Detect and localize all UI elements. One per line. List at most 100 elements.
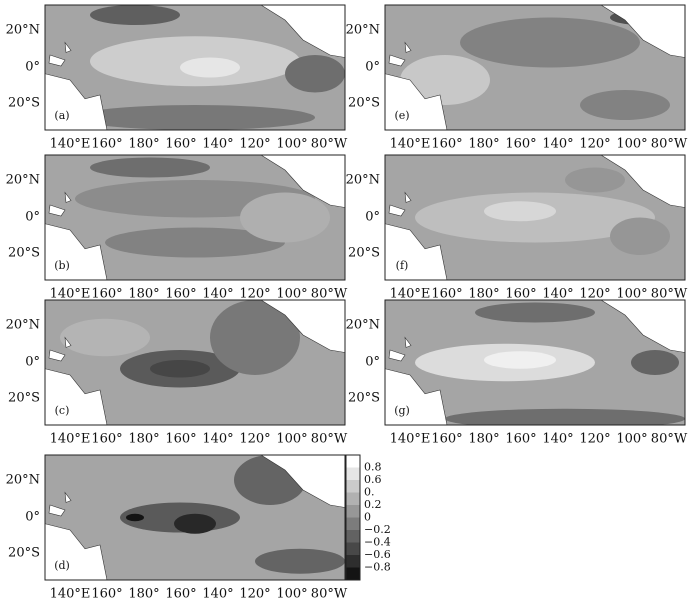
x-tick-label: 100° <box>276 432 307 447</box>
colorbar-label: −0.2 <box>364 523 391 536</box>
contour-region <box>445 408 685 425</box>
colorbar-label: −0.6 <box>364 548 391 561</box>
colorbar-label: 0 <box>364 511 371 524</box>
land-islands <box>48 41 72 67</box>
land-americas <box>600 300 685 353</box>
panel-label: (d) <box>54 559 70 572</box>
contour-region <box>610 217 670 255</box>
land-americas <box>260 5 345 58</box>
land-islands <box>48 191 72 217</box>
contour-region <box>180 57 240 78</box>
panel-label: (e) <box>394 109 409 122</box>
y-tick-label: 20°N <box>6 318 40 333</box>
x-tick-label: 160° <box>505 287 536 302</box>
x-tick-label: 100° <box>616 287 647 302</box>
contour-region <box>60 318 150 357</box>
land-islands <box>48 336 72 362</box>
x-tick-label: 80°W <box>651 287 688 302</box>
x-tick-label: 140°E <box>50 587 91 602</box>
contour-region <box>174 513 216 534</box>
contour-region <box>631 350 679 375</box>
x-tick-label: 140°E <box>390 137 431 152</box>
x-tick-label: 100° <box>616 432 647 447</box>
map-panel <box>45 5 345 130</box>
x-tick-label: 140°E <box>50 432 91 447</box>
contour-region <box>90 157 210 178</box>
y-tick-label: 20°N <box>6 23 40 38</box>
y-tick-label: 20°N <box>346 173 380 188</box>
contour-region <box>75 105 315 130</box>
panel-label-box <box>51 403 73 419</box>
x-tick-label: 140° <box>542 137 573 152</box>
panel-label-box <box>51 258 73 274</box>
x-tick-label: 100° <box>276 137 307 152</box>
colorbar-step <box>346 455 360 468</box>
contour-region <box>460 17 640 68</box>
x-tick-label: 140°E <box>390 287 431 302</box>
x-tick-label: 160° <box>505 432 536 447</box>
panel-label: (a) <box>54 109 69 122</box>
x-tick-label: 140° <box>542 287 573 302</box>
colorbar-label: 0.6 <box>364 473 382 486</box>
y-tick-label: 0° <box>25 60 40 75</box>
x-tick-label: 120° <box>239 137 270 152</box>
x-tick-label: 120° <box>239 432 270 447</box>
x-tick-label: 160° <box>91 432 122 447</box>
y-tick-label: 0° <box>365 210 380 225</box>
y-tick-label: 0° <box>25 355 40 370</box>
y-tick-label: 20°N <box>6 473 40 488</box>
x-tick-label: 180° <box>128 587 159 602</box>
x-tick-label: 100° <box>276 287 307 302</box>
land-americas <box>600 5 685 58</box>
map-frame <box>44 4 346 131</box>
map-panel <box>385 155 685 280</box>
x-tick-label: 140° <box>542 432 573 447</box>
contour-region <box>210 300 300 375</box>
y-tick-label: 20°S <box>348 96 380 111</box>
map-frame <box>384 154 686 281</box>
x-tick-label: 180° <box>468 137 499 152</box>
y-tick-label: 20°S <box>8 96 40 111</box>
panel-label: (g) <box>394 404 410 417</box>
colorbar-label: 0.2 <box>364 498 382 511</box>
contour-region <box>484 351 556 369</box>
colorbar-frame <box>345 454 361 581</box>
map-panel <box>385 300 685 425</box>
contour-region <box>150 360 210 378</box>
panel-label-box <box>391 403 413 419</box>
map-frame <box>44 454 346 581</box>
x-tick-label: 160° <box>91 587 122 602</box>
x-tick-label: 80°W <box>311 587 348 602</box>
x-tick-label: 140° <box>202 432 233 447</box>
x-tick-label: 80°W <box>311 287 348 302</box>
contour-region <box>90 5 180 25</box>
contour-region <box>105 227 285 258</box>
colorbar-step <box>346 505 360 518</box>
contour-region <box>475 302 595 323</box>
x-tick-label: 160° <box>91 137 122 152</box>
map-frame <box>384 4 686 131</box>
x-tick-label: 80°W <box>311 137 348 152</box>
contour-region <box>565 167 625 193</box>
x-tick-label: 180° <box>468 287 499 302</box>
panel-label: (c) <box>55 404 70 417</box>
x-tick-label: 120° <box>239 287 270 302</box>
x-tick-label: 140°E <box>50 287 91 302</box>
colorbar-step <box>346 542 360 555</box>
x-tick-label: 80°W <box>311 432 348 447</box>
map-frame <box>44 299 346 426</box>
y-tick-label: 20°S <box>8 246 40 261</box>
x-tick-label: 120° <box>579 287 610 302</box>
y-tick-label: 0° <box>25 210 40 225</box>
x-tick-label: 140° <box>202 287 233 302</box>
land-islands <box>48 491 72 517</box>
x-tick-label: 140°E <box>50 137 91 152</box>
x-tick-label: 120° <box>579 137 610 152</box>
x-tick-label: 180° <box>468 432 499 447</box>
x-tick-label: 120° <box>579 432 610 447</box>
colorbar-step <box>346 567 360 580</box>
x-tick-label: 160° <box>165 587 196 602</box>
colorbar-label: 0.8 <box>364 461 382 474</box>
land-americas <box>260 455 345 508</box>
